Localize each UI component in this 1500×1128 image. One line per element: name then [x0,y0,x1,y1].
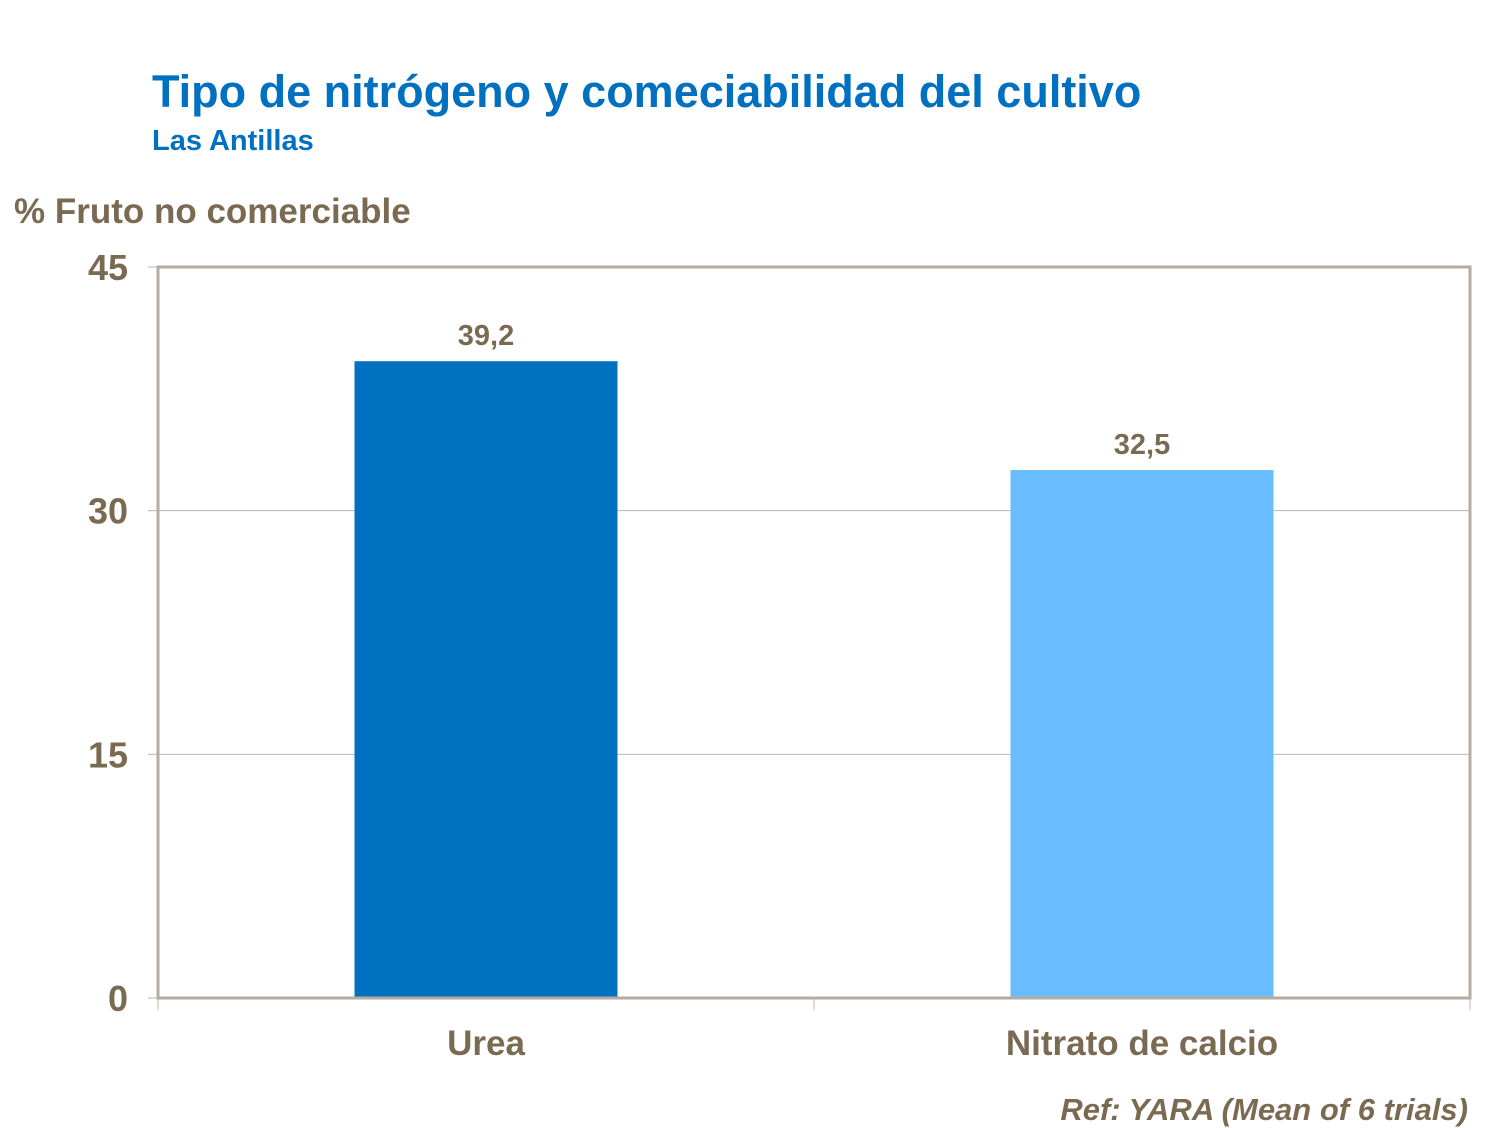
bar-nitrato-de-calcio [1010,470,1274,998]
data-label: 39,2 [458,320,514,352]
y-axis-label: % Fruto no comerciable [14,192,411,231]
y-tick-label: 15 [88,734,128,775]
y-tick-label: 30 [88,491,128,532]
x-tick-label: Urea [447,1024,525,1063]
y-tick-label: 0 [108,978,128,1019]
y-tick-label: 45 [88,247,128,288]
source-note: Ref: YARA (Mean of 6 trials) [1060,1092,1468,1127]
chart-title: Tipo de nitrógeno y comeciabilidad del c… [152,66,1142,117]
data-label: 32,5 [1114,429,1170,461]
bar-urea [354,361,618,998]
chart-subtitle: Las Antillas [152,125,314,157]
x-tick-label: Nitrato de calcio [1006,1024,1278,1063]
plot-frame [156,265,1472,1000]
